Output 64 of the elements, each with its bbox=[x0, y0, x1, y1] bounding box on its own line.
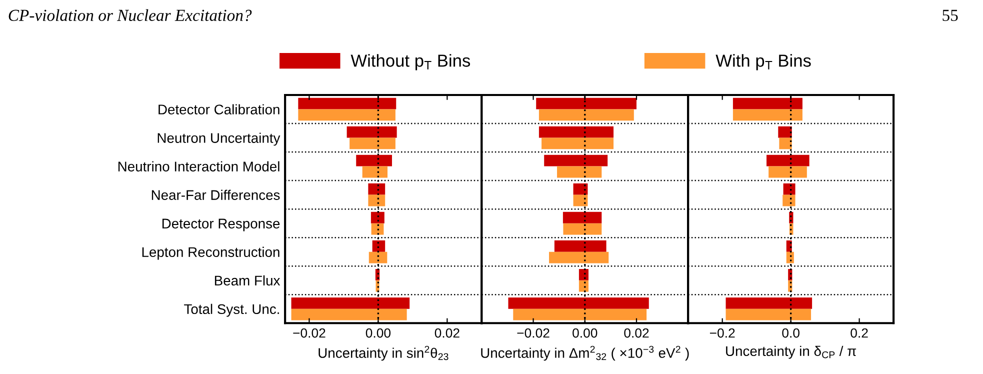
x-tick-label: −0.02 bbox=[517, 328, 550, 338]
bar bbox=[732, 109, 802, 121]
y-tick-label: Beam Flux bbox=[214, 275, 280, 286]
legend-label: With p$_{T}$ Bins bbox=[716, 54, 811, 70]
x-tick-label: 0.00 bbox=[572, 328, 598, 338]
bar bbox=[573, 194, 588, 206]
x-tick-label: 0.0 bbox=[782, 328, 800, 338]
y-tick-label: Neutron Uncertainty bbox=[158, 132, 280, 146]
bar bbox=[549, 252, 609, 264]
bar bbox=[542, 138, 614, 150]
bar bbox=[726, 308, 812, 320]
y-tick-label: Detector Response bbox=[162, 218, 280, 232]
x-axis-title: Uncertainty in δ$_{CP}$ / π bbox=[726, 346, 856, 359]
bar bbox=[350, 138, 396, 150]
bar bbox=[372, 240, 386, 252]
bar bbox=[768, 166, 807, 178]
bar bbox=[368, 194, 386, 206]
x-tick-label: 0.02 bbox=[434, 328, 460, 338]
bar bbox=[508, 297, 649, 309]
bar bbox=[346, 126, 397, 138]
y-tick-label: Lepton Reconstruction bbox=[142, 246, 280, 260]
bar bbox=[538, 109, 634, 121]
legend-label: Without p$_{T}$ Bins bbox=[350, 54, 470, 70]
y-tick-label: Neutrino Interaction Model bbox=[118, 161, 280, 172]
x-tick-label: 0.2 bbox=[850, 328, 868, 338]
x-axis-title: Uncertainty in sin$^{2}$θ$_{23}$ bbox=[318, 346, 448, 361]
bar bbox=[766, 154, 810, 166]
bar bbox=[513, 308, 647, 320]
x-tick-label: −0.02 bbox=[293, 328, 326, 338]
x-axis-title: Uncertainty in Δm$^{2}$$_{32}$ ( ×10$^{−3}$ eV$^{2}$ ) bbox=[481, 346, 689, 361]
bar bbox=[356, 154, 392, 166]
bar bbox=[538, 126, 614, 138]
bar bbox=[291, 297, 410, 309]
y-tick-label: Near-Far Differences bbox=[152, 190, 280, 200]
y-tick-label: Detector Calibration bbox=[158, 104, 280, 114]
bar bbox=[362, 166, 388, 178]
bar bbox=[370, 212, 384, 224]
bar bbox=[732, 98, 802, 110]
bar bbox=[778, 126, 792, 138]
bar bbox=[782, 194, 796, 206]
bar bbox=[779, 138, 792, 150]
bar bbox=[573, 183, 588, 195]
x-tick-label: 0.02 bbox=[624, 328, 649, 338]
bar bbox=[536, 98, 636, 110]
x-tick-label: 0.00 bbox=[366, 328, 391, 338]
bar bbox=[368, 252, 388, 264]
bar bbox=[578, 268, 588, 280]
bar bbox=[786, 240, 792, 252]
bar bbox=[726, 297, 812, 309]
bar bbox=[557, 166, 602, 178]
text: CP-violation or Nuclear Excitation? bbox=[8, 9, 252, 22]
bar bbox=[544, 154, 608, 166]
bar bbox=[298, 98, 396, 110]
bar bbox=[291, 308, 407, 320]
bar bbox=[783, 183, 796, 195]
bar bbox=[578, 280, 588, 292]
x-tick-label: −0.2 bbox=[710, 328, 735, 338]
text: 55 bbox=[942, 10, 958, 21]
bar bbox=[554, 240, 606, 252]
bar bbox=[563, 223, 602, 235]
bar bbox=[298, 109, 396, 121]
bar bbox=[368, 183, 386, 195]
y-tick-label: Total Syst. Unc. bbox=[184, 304, 279, 317]
bar bbox=[562, 212, 602, 224]
